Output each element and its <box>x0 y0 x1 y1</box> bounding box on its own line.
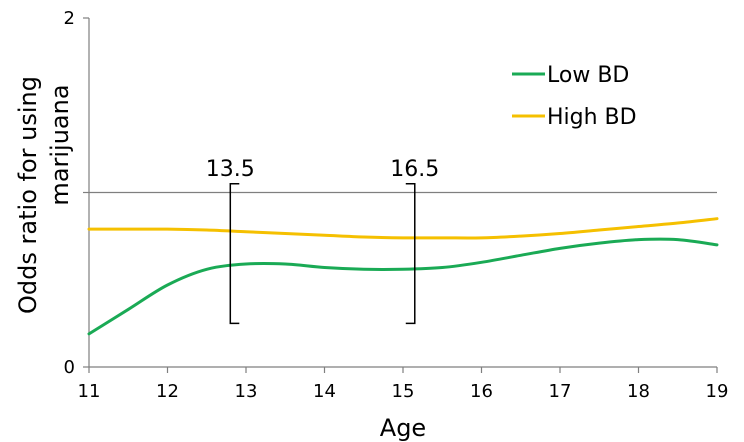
x-tick-label: 14 <box>313 381 336 402</box>
x-axis-title: Age <box>380 414 426 442</box>
series-line-high-bd <box>87 217 719 240</box>
y-tick-label: 2 <box>64 8 75 29</box>
x-tick-label: 15 <box>392 381 415 402</box>
age-bracket <box>229 183 240 325</box>
legend-label: Low BD <box>547 63 629 88</box>
age-bracket <box>405 183 416 325</box>
age-annotation-label: 16.5 <box>390 157 439 182</box>
x-tick-label: 19 <box>706 381 729 402</box>
legend-label: High BD <box>547 105 637 130</box>
x-tick-label: 11 <box>78 381 101 402</box>
y-axis-title-line-2: marijuana <box>46 84 74 205</box>
y-axis-title-line-1: Odds ratio for using <box>14 76 42 314</box>
x-tick-label: 16 <box>470 381 493 402</box>
series-line-low-bd <box>87 237 719 336</box>
age-annotation-label: 13.5 <box>206 157 255 182</box>
x-tick-label: 12 <box>156 381 179 402</box>
x-tick-label: 18 <box>627 381 650 402</box>
y-tick-label: 0 <box>64 357 75 378</box>
x-tick-label: 13 <box>235 381 258 402</box>
x-tick-label: 17 <box>549 381 572 402</box>
